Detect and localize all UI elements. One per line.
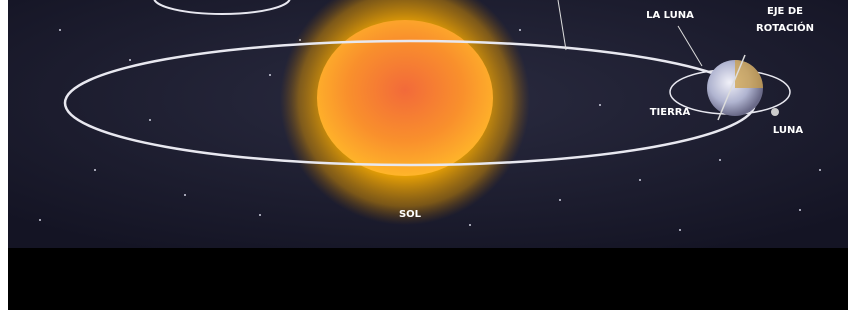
scene: LA LUNA EJE DE ROTACIÓN TIERRA LUNA SOL [0,0,855,310]
black-bar [8,248,848,310]
label: SOL [399,209,422,220]
label: ROTACIÓN [756,21,814,34]
label: EJE DE [767,6,803,17]
sun [317,20,493,176]
label: LA LUNA [646,10,694,21]
label: LUNA [773,125,804,136]
page: LA LUNA EJE DE ROTACIÓN TIERRA LUNA SOL … [0,0,855,310]
moon [771,108,779,116]
label: TIERRA [650,107,691,118]
